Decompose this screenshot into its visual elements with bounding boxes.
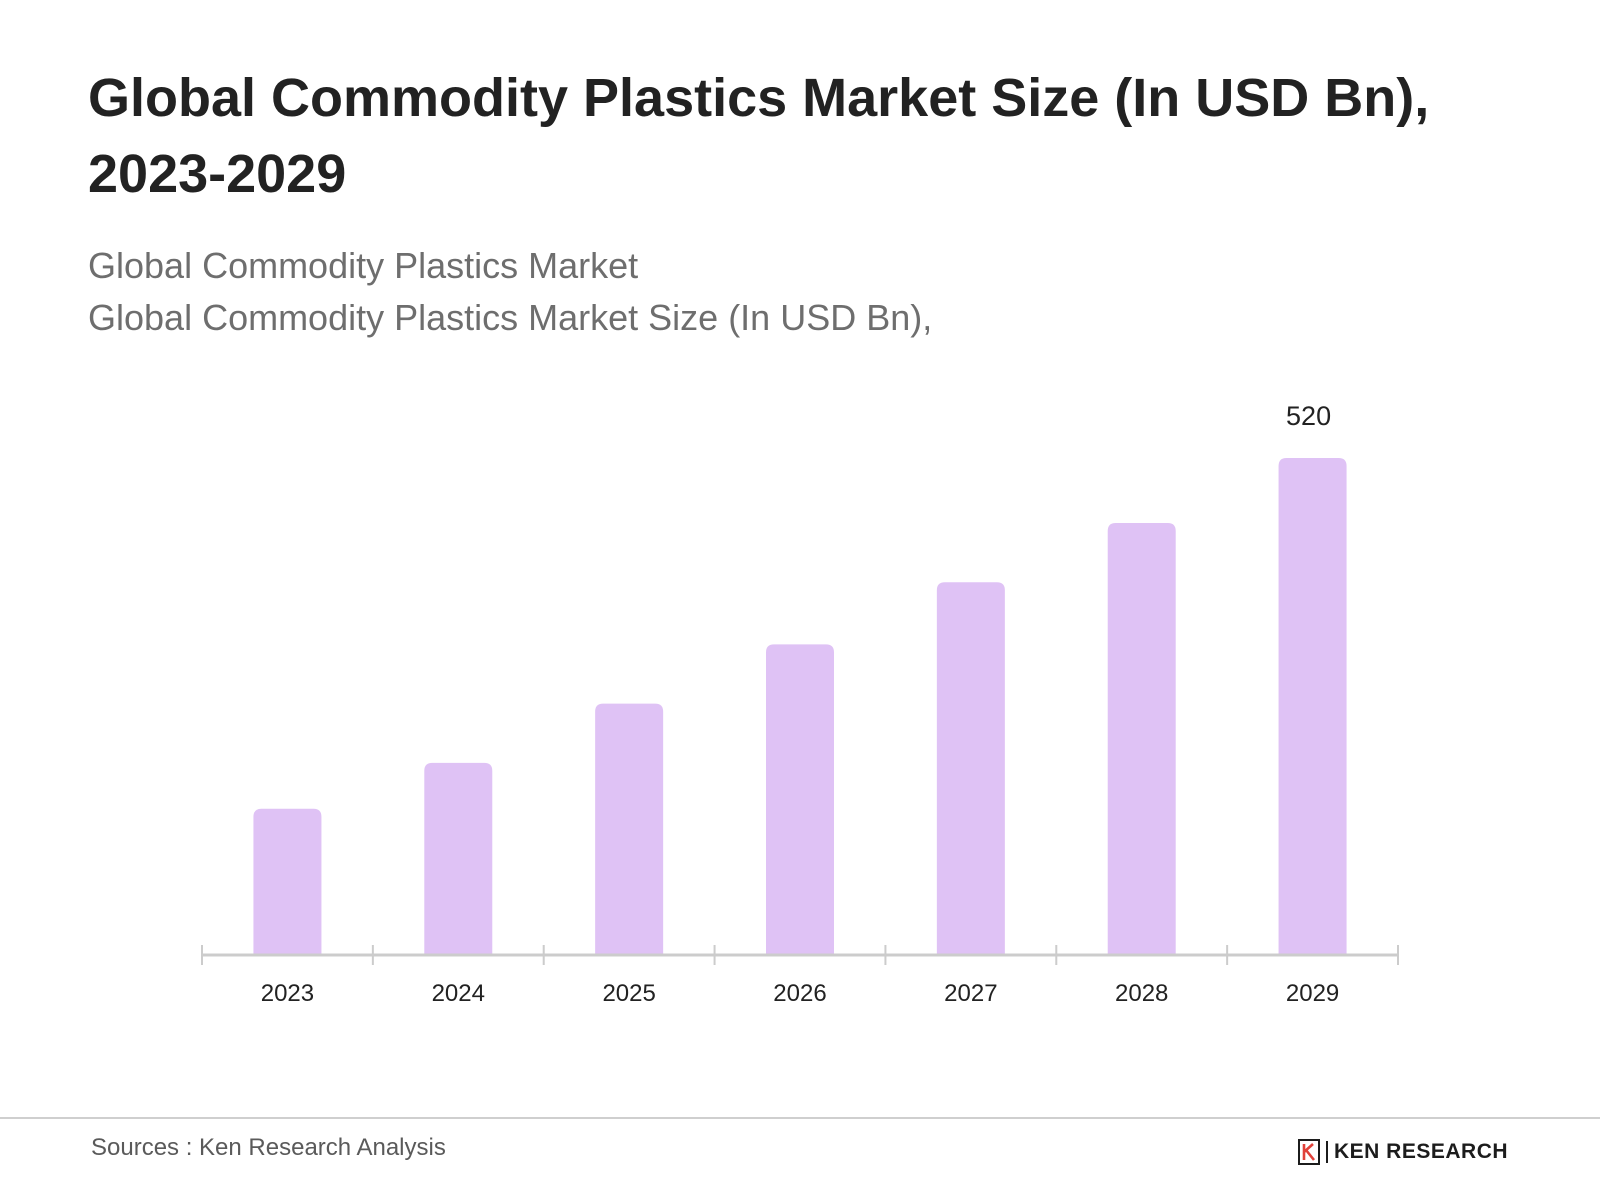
bar-2023 bbox=[253, 808, 322, 955]
source-note: Sources : Ken Research Analysis bbox=[91, 1134, 446, 1161]
chart-subtitle: Global Commodity Plastics Market Global … bbox=[88, 240, 1388, 344]
brand-separator bbox=[1326, 1141, 1328, 1163]
bar-2026 bbox=[766, 644, 834, 955]
ken-research-k-logo-icon bbox=[1298, 1139, 1320, 1165]
brand-name: KEN RESEARCH bbox=[1334, 1140, 1509, 1163]
bar-2029 bbox=[1278, 458, 1347, 955]
brand-logo: KEN RESEARCH bbox=[1298, 1137, 1508, 1167]
bar-2024 bbox=[424, 762, 493, 955]
subtitle-line-2: Global Commodity Plastics Market Size (I… bbox=[88, 297, 933, 338]
x-tick-label: 2028 bbox=[1115, 980, 1168, 1007]
chart-title: Global Commodity Plastics Market Size (I… bbox=[88, 68, 1430, 204]
x-tick-label: 2029 bbox=[1286, 980, 1339, 1007]
x-tick-label: 2027 bbox=[944, 980, 997, 1007]
bar-2025 bbox=[595, 703, 664, 955]
bar-2027 bbox=[936, 582, 1005, 955]
bar-chart: 2023 2024 2025 2026 2027 2028 2029 520 bbox=[201, 401, 1399, 1007]
x-tick-label: 2024 bbox=[432, 980, 485, 1007]
footer-divider bbox=[0, 1117, 1600, 1119]
x-tick-label: 2026 bbox=[773, 980, 826, 1007]
x-tick-label: 2023 bbox=[261, 980, 314, 1007]
subtitle-line-1: Global Commodity Plastics Market bbox=[88, 245, 639, 286]
data-label: 520 bbox=[1286, 401, 1331, 431]
bar-2028 bbox=[1107, 522, 1176, 955]
x-tick-label: 2025 bbox=[602, 980, 655, 1007]
